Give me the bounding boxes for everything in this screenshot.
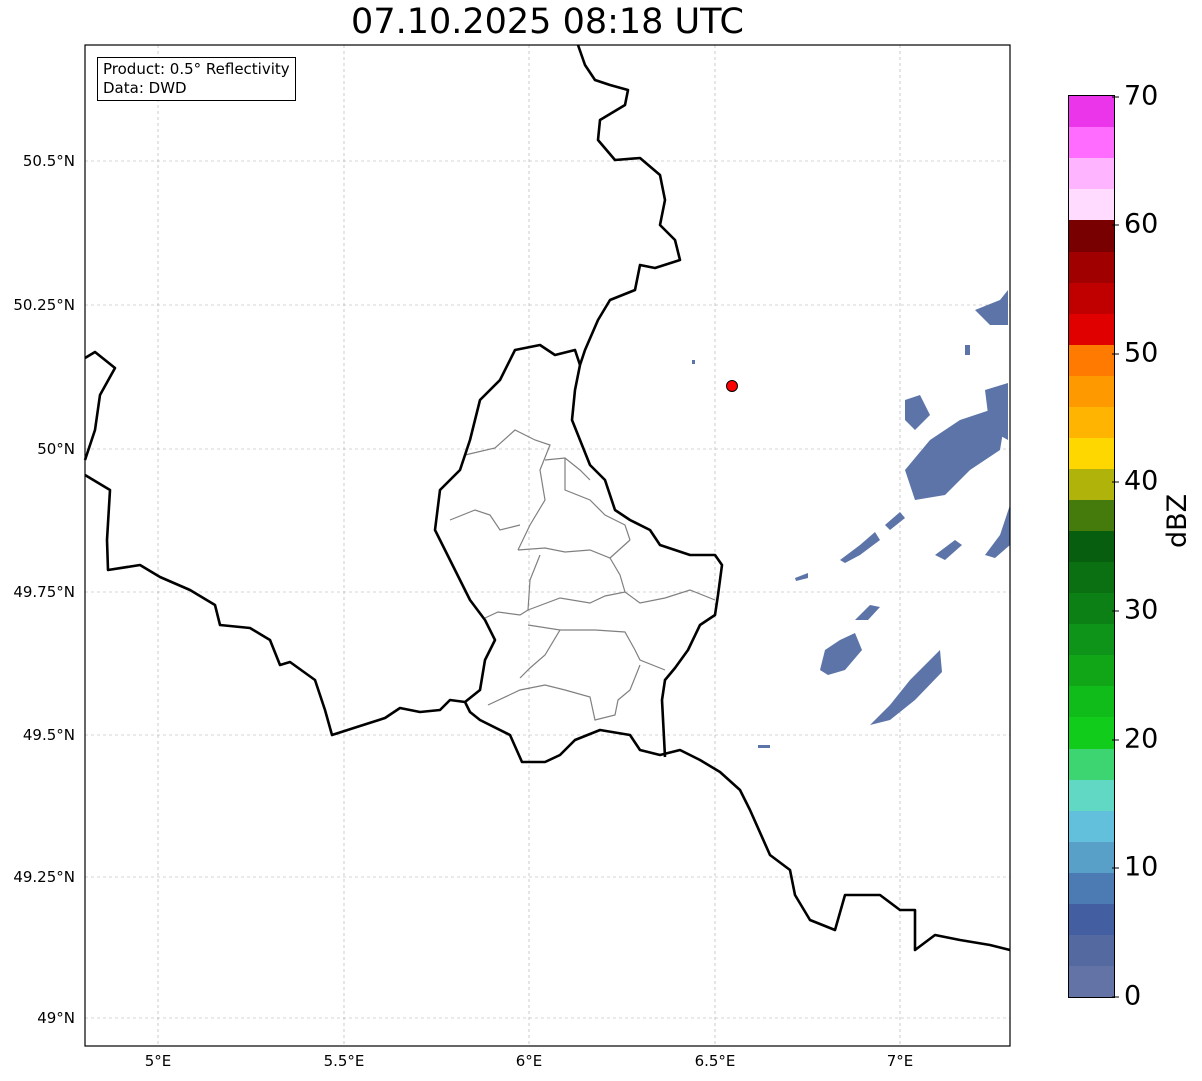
lon-tick-label: 7°E [886, 1052, 914, 1070]
colorbar-bin [1069, 903, 1114, 935]
lon-tick-label: 6°E [515, 1052, 543, 1070]
colorbar [1068, 95, 1115, 998]
colorbar-bin [1069, 655, 1114, 687]
colorbar-bin [1069, 562, 1114, 594]
colorbar-bin [1069, 717, 1114, 749]
colorbar-bin [1069, 220, 1114, 252]
echo-cell [975, 290, 1008, 325]
colorbar-bin [1069, 468, 1114, 500]
radar-echoes [692, 290, 1010, 748]
data-source-label: Data: DWD [103, 79, 187, 97]
colorbar-bin [1069, 841, 1114, 873]
colorbar-bin [1069, 406, 1114, 438]
colorbar-bin [1069, 686, 1114, 718]
colorbar-bin [1069, 748, 1114, 780]
lat-tick-label: 49°N [37, 1009, 75, 1027]
colorbar-bin [1069, 251, 1114, 283]
colorbar-bin [1069, 593, 1114, 625]
info-box: Product: 0.5° Reflectivity Data: DWD [97, 57, 296, 101]
lat-tick-label: 49.75°N [13, 583, 75, 601]
border-france [84, 473, 1011, 952]
lat-tick-label: 49.25°N [13, 868, 75, 886]
echo-cell [692, 360, 695, 364]
colorbar-tick: 70 [1111, 80, 1159, 112]
colorbar-bin [1069, 282, 1114, 314]
colorbar-tick: 30 [1111, 594, 1159, 626]
colorbar-bin [1069, 437, 1114, 469]
lat-tick-label: 49.5°N [22, 726, 75, 744]
colorbar-bin [1069, 531, 1114, 563]
echo-cell [905, 395, 930, 430]
echo-cell [985, 505, 1010, 558]
colorbar-tick: 10 [1111, 851, 1159, 883]
colorbar-bin [1069, 344, 1114, 376]
colorbar-bin [1069, 96, 1114, 128]
colorbar-bin [1069, 500, 1114, 532]
colorbar-bin [1069, 934, 1114, 966]
border-germany-west [570, 44, 724, 758]
colorbar-bin [1069, 624, 1114, 656]
border-belgium-netherlands [83, 350, 117, 461]
colorbar-label: dBZ [1162, 493, 1193, 548]
echo-cell [935, 540, 962, 560]
echo-cell [885, 512, 905, 530]
echo-cell [855, 605, 880, 620]
map-title: 07.10.2025 08:18 UTC [351, 2, 744, 42]
colorbar-tick: 0 [1111, 980, 1142, 1012]
colorbar-tick: 40 [1111, 465, 1159, 497]
colorbar-bin [1069, 127, 1114, 159]
colorbar-tick: 50 [1111, 337, 1159, 369]
lat-tick-label: 50.5°N [22, 152, 75, 170]
gridlines [85, 45, 1010, 1046]
district-boundaries [449, 429, 716, 721]
colorbar-bin [1069, 375, 1114, 407]
product-label: Product: 0.5° Reflectivity [103, 60, 290, 78]
echo-cell [905, 410, 1005, 500]
colorbar-bin [1069, 313, 1114, 345]
colorbar-bin [1069, 779, 1114, 811]
country-borders [83, 44, 1011, 952]
colorbar-bin [1069, 158, 1114, 190]
echo-cell [840, 532, 880, 563]
echo-cell [820, 633, 862, 675]
colorbar-bin [1069, 189, 1114, 221]
map-frame [84, 44, 1011, 1047]
lat-tick-label: 50°N [37, 440, 75, 458]
colorbar-tick: 60 [1111, 208, 1159, 240]
lat-tick-label: 50.25°N [13, 296, 75, 314]
border-luxembourg-west [433, 343, 582, 704]
radar-site-marker[interactable] [726, 380, 738, 392]
colorbar-bin [1069, 872, 1114, 904]
lon-tick-label: 6.5°E [694, 1052, 736, 1070]
echo-cell [870, 650, 942, 725]
echo-cell [795, 573, 808, 581]
echo-cell [985, 383, 1008, 440]
lon-tick-label: 5.5°E [323, 1052, 365, 1070]
colorbar-tick: 20 [1111, 723, 1159, 755]
colorbar-bin [1069, 810, 1114, 842]
colorbar-bin [1069, 965, 1114, 997]
echo-cell [965, 345, 970, 355]
echo-cell [758, 745, 770, 748]
lon-tick-label: 5°E [144, 1052, 172, 1070]
